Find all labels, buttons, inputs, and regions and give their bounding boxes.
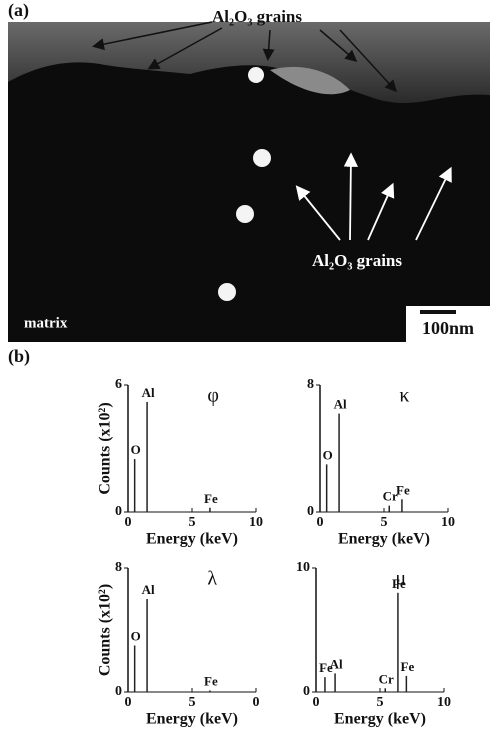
peak-label: O [131, 442, 141, 457]
y-tick-label: 8 [115, 560, 122, 575]
peak-label: Fe [401, 659, 415, 674]
spot [218, 283, 236, 301]
chart-title: λ [207, 568, 217, 590]
matrix-label: matrix [24, 315, 68, 331]
x-tick-label: 0 [317, 515, 324, 530]
spot [253, 149, 271, 167]
x-tick-label: 5 [189, 695, 196, 710]
x-axis-label: Energy (keV) [146, 711, 238, 728]
x-axis-label: Energy (keV) [338, 531, 430, 548]
x-axis-label: Energy (keV) [334, 711, 426, 728]
scale-label: 100nm [422, 318, 474, 338]
x-tick-label: 10 [441, 515, 455, 530]
peak-label: Al [142, 385, 155, 400]
chart-title: φ [207, 385, 219, 407]
x-tick-label: 0 [125, 695, 132, 710]
x-tick-label: 5 [189, 515, 196, 530]
grain [270, 66, 350, 95]
peak-label: O [323, 447, 333, 462]
top-arrows [92, 21, 398, 93]
bottom-arrows [295, 152, 452, 241]
peak-label: Fe [204, 491, 218, 506]
panel-label: (a) [8, 0, 29, 21]
peak-label: Al [334, 397, 347, 412]
x-tick-label: 5 [377, 695, 384, 710]
spot [236, 205, 254, 223]
x-tick-label: 10 [249, 515, 263, 530]
x-tick-label: 10 [437, 695, 451, 710]
chart-title: κ [399, 385, 409, 407]
grain-band [8, 22, 490, 104]
y-tick-label: 0 [307, 504, 314, 519]
peak-label: Fe [319, 660, 333, 675]
tem-image: (a) Al₂O₃ grains Al₂O₃ grains matrix 100… [8, 0, 490, 342]
peak-label: Cr [379, 671, 394, 686]
peak-label: Al [142, 582, 155, 597]
annotation: Al₂O₃ grains [212, 7, 302, 26]
annotation: Al₂O₃ grains [312, 251, 402, 270]
peak-label: Fe [396, 482, 410, 497]
peak-label: O [131, 628, 141, 643]
chart-title: μ [395, 568, 406, 590]
peak-label: Fe [392, 576, 406, 591]
y-tick-label: 0 [115, 684, 122, 699]
y-tick-label: 8 [307, 377, 314, 392]
panel-label: (b) [8, 346, 30, 367]
y-axis-label: Counts (x10²) [97, 402, 114, 494]
x-tick-label: 0 [125, 515, 132, 530]
x-tick-label: 0 [313, 695, 320, 710]
y-tick-label: 10 [296, 560, 310, 575]
peak-label: Cr [383, 489, 398, 504]
spot [248, 67, 264, 83]
x-tick-label: 0 [253, 695, 260, 710]
y-tick-label: 0 [303, 684, 310, 699]
y-tick-label: 0 [115, 504, 122, 519]
x-tick-label: 5 [381, 515, 388, 530]
x-axis-label: Energy (keV) [146, 531, 238, 548]
peak-label: Fe [204, 673, 218, 688]
y-tick-label: 6 [115, 377, 122, 392]
y-axis-label: Counts (x10²) [97, 584, 114, 676]
peak-label: Al [330, 656, 343, 671]
